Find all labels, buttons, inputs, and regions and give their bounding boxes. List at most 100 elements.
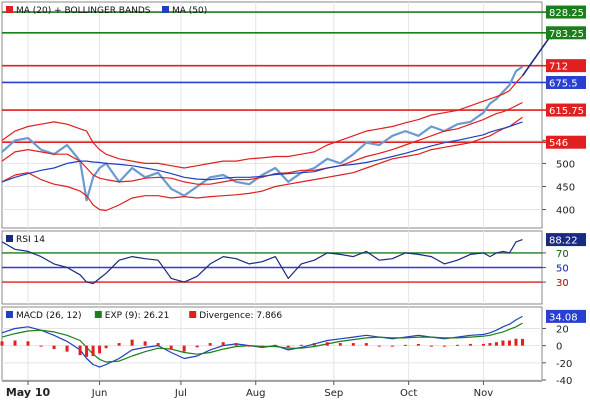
level-tag-3 (546, 75, 586, 89)
level-tag-1 (546, 26, 586, 40)
x-tick-label-2: Jul (174, 388, 187, 399)
divergence-bar-31 (377, 345, 381, 347)
y-tick-label-price-3: 500 (556, 159, 575, 170)
divergence-bar-9 (98, 345, 102, 354)
current-tag-text-rsi: 88.22 (549, 236, 578, 247)
divergence-bar-32 (390, 345, 394, 347)
divergence-bar-45 (520, 338, 524, 346)
divergence-bar-16 (182, 345, 186, 352)
panel-frames (1, 1, 543, 381)
x-tick-label-6: Nov (474, 388, 494, 399)
y-tick-label-macd-3: -40 (556, 376, 572, 387)
divergence-bar-43 (507, 340, 511, 346)
series-line-price-2 (1, 75, 523, 169)
level-text-rsi-0: 70 (556, 249, 569, 260)
legend-label-price-0: MA (20) + BOLLINGER BANDS (16, 6, 151, 16)
divergence-bar-30 (364, 343, 368, 346)
level-tag-2 (546, 59, 586, 73)
divergence-bar-33 (403, 344, 407, 346)
level-tag-0 (546, 5, 586, 19)
divergence-bar-10 (104, 345, 108, 349)
current-tag-text-macd: 34.08 (549, 312, 578, 323)
legend-swatch-price-0 (6, 6, 13, 13)
legend-swatch-rsi-0 (6, 235, 13, 242)
x-tick-label-3: Aug (246, 388, 266, 399)
series-lines (1, 65, 524, 368)
divergence-bar-29 (351, 343, 355, 346)
divergence-bar-1 (13, 340, 17, 346)
y-tick-label-price-2: 450 (556, 182, 575, 193)
level-tag-text-0: 828.25 (549, 8, 584, 19)
divergence-bar-8 (91, 345, 95, 356)
x-tick-label-5: Oct (400, 388, 417, 399)
divergence-bar-2 (26, 341, 30, 346)
level-tag-text-1: 783.25 (549, 29, 584, 40)
legends: MA (20) + BOLLINGER BANDS MA (50) RSI 14 MA… (6, 6, 282, 321)
level-text-rsi-1: 50 (556, 264, 569, 275)
divergence-bar-21 (247, 345, 251, 347)
series-line-rsi-0 (1, 239, 523, 285)
legend-swatch-macd-1 (94, 311, 102, 318)
divergence-bar-12 (130, 339, 134, 346)
divergence-bar-19 (221, 342, 225, 346)
level-text-rsi-2: 30 (556, 278, 569, 289)
legend-swatch-macd-0 (6, 311, 13, 318)
y-tick-label-rsi-1: 50 (556, 264, 569, 275)
divergence-bar-35 (429, 345, 433, 347)
level-tag-text-2: 712 (549, 62, 568, 73)
divergence-bar-22 (260, 345, 264, 347)
current-tag-macd (546, 309, 586, 323)
divergence-bar-0 (0, 341, 4, 346)
divergence-bar-25 (299, 344, 303, 346)
divergence-bar-13 (143, 341, 147, 346)
level-tag-5 (546, 135, 586, 149)
divergence-bar-15 (169, 345, 173, 350)
legend-label-macd-0: MACD (26, 12) (16, 311, 82, 321)
x-tick-label-1: Jun (91, 388, 108, 399)
divergence-bar-3 (39, 345, 43, 347)
legend-swatch-price-1 (162, 6, 169, 13)
level-lines (2, 11, 546, 283)
level-tag-4 (546, 103, 586, 117)
divergence-bar-36 (442, 345, 446, 347)
divergence-bar-17 (195, 345, 199, 348)
legend-swatch-macd-2 (189, 311, 197, 318)
divergence-bar-39 (481, 343, 485, 346)
y-tick-label-macd-2: -20 (556, 359, 572, 370)
divergence-bar-27 (325, 342, 329, 346)
divergence-bar-26 (312, 343, 316, 346)
y-tick-label-price-1: 400 (556, 206, 575, 217)
divergence-bar-38 (468, 343, 472, 346)
trend-arrow-line (521, 32, 554, 77)
level-tag-text-5: 546 (549, 138, 568, 149)
divergence-bar-14 (156, 343, 160, 346)
y-tick-label-macd-0: 20 (556, 324, 569, 335)
divergence-bar-41 (494, 342, 498, 346)
divergence-bar-40 (488, 343, 492, 346)
legend-label-price-1: MA (50) (172, 6, 207, 16)
legend-label-macd-2: Divergence: 7.866 (199, 311, 282, 321)
divergence-bar-18 (208, 343, 212, 346)
panel-frame-price (1, 1, 543, 229)
current-tag-rsi (546, 233, 586, 247)
series-line-price-3 (1, 116, 523, 212)
divergence-bar-20 (234, 343, 238, 346)
divergence-bar-42 (501, 340, 505, 346)
divergence-bar-24 (286, 345, 290, 348)
panel-frame-macd (1, 306, 543, 381)
x-tick-label-4: Sep (324, 388, 343, 399)
divergence-bar-23 (273, 344, 277, 346)
level-tag-text-3: 675.5 (549, 78, 578, 89)
level-tag-text-4: 615.75 (549, 106, 584, 117)
y-tick-label-macd-1: 0 (556, 342, 562, 353)
divergence-bar-6 (78, 345, 82, 356)
series-line-price-4 (1, 121, 523, 183)
divergence-bar-7 (85, 345, 89, 357)
legend-label-rsi-0: RSI 14 (16, 235, 45, 245)
divergence-bar-28 (338, 343, 342, 346)
series-line-macd-1 (1, 322, 523, 363)
y-tick-label-rsi-2: 30 (556, 278, 569, 289)
divergence-bar-11 (117, 343, 121, 346)
